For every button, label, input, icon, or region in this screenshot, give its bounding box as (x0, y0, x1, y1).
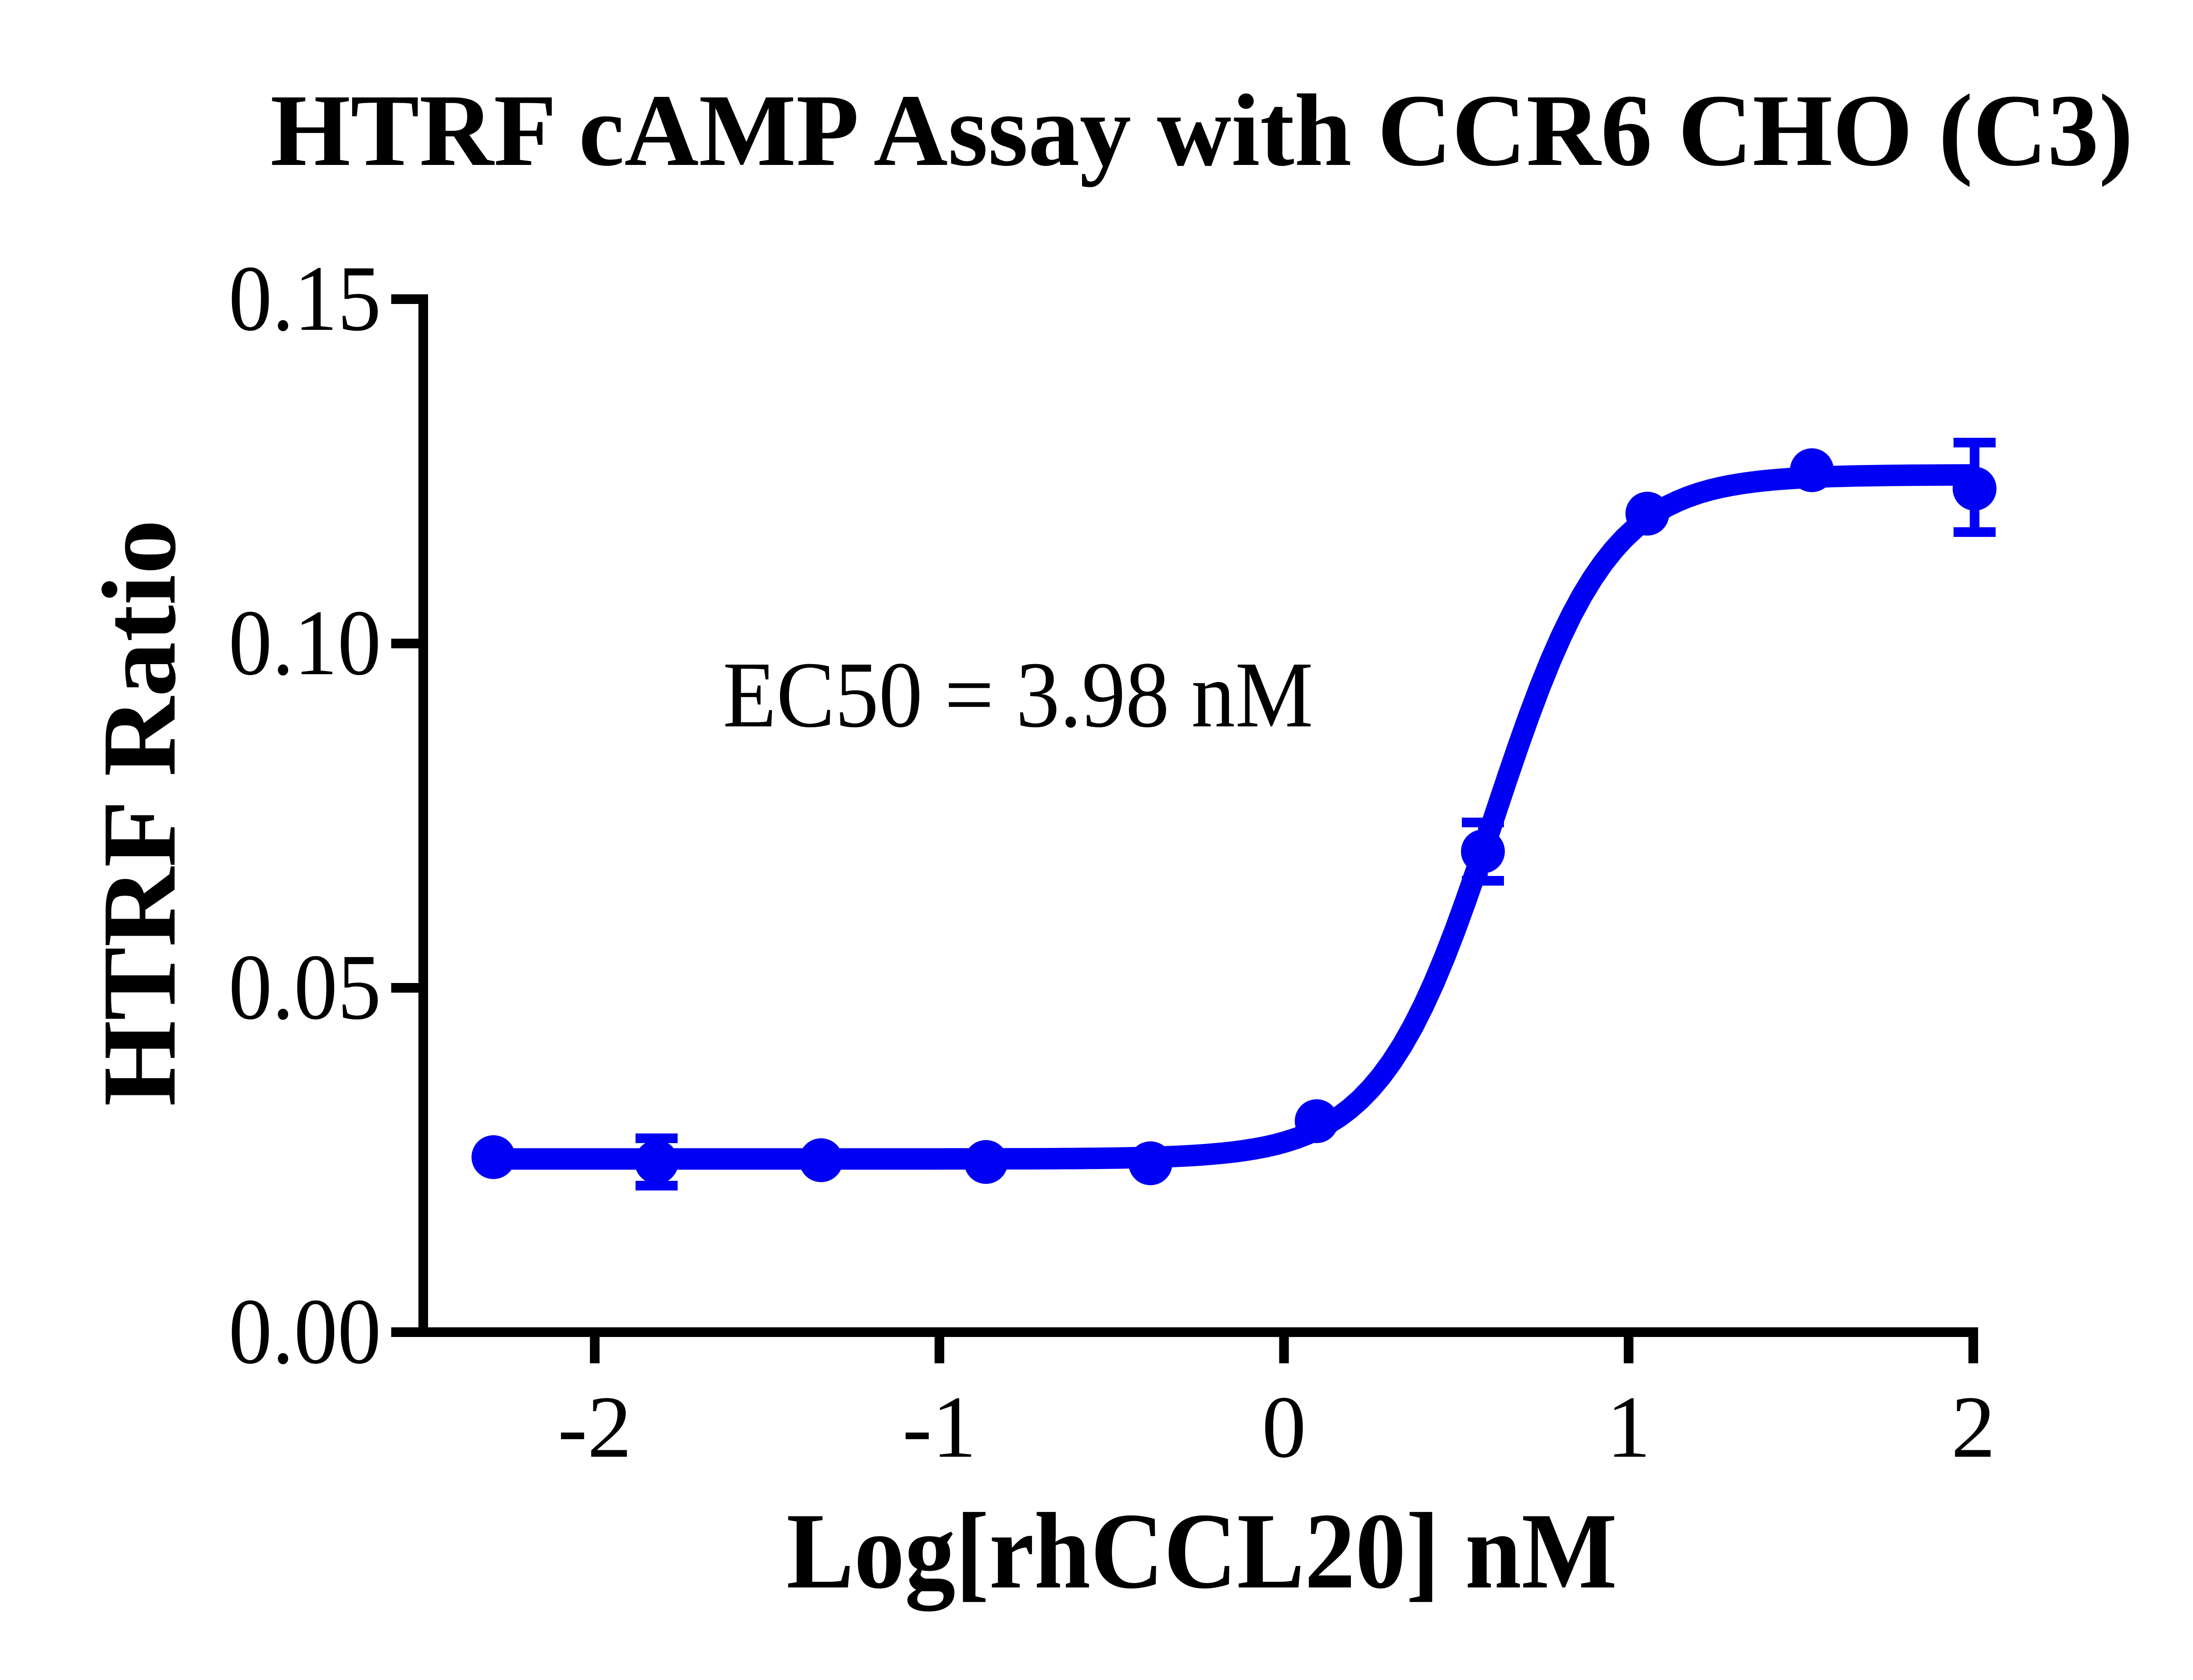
svg-text:-1: -1 (902, 1378, 976, 1476)
svg-text:0.15: 0.15 (229, 247, 381, 350)
svg-text:0.05: 0.05 (229, 935, 381, 1039)
svg-text:HTRF Ratio: HTRF Ratio (81, 519, 197, 1106)
svg-text:2: 2 (1951, 1378, 1996, 1476)
svg-text:-2: -2 (558, 1378, 632, 1476)
svg-text:EC50 = 3.98 nM: EC50 = 3.98 nM (723, 642, 1313, 747)
svg-text:0: 0 (1262, 1378, 1306, 1476)
svg-text:0.00: 0.00 (229, 1280, 381, 1383)
svg-text:Log[rhCCL20] nM: Log[rhCCL20] nM (786, 1491, 1617, 1612)
svg-text:HTRF cAMP Assay with CCR6 CHO: HTRF cAMP Assay with CCR6 CHO (C3) (270, 73, 2133, 187)
svg-text:1: 1 (1607, 1378, 1651, 1476)
svg-text:0.10: 0.10 (229, 591, 381, 695)
